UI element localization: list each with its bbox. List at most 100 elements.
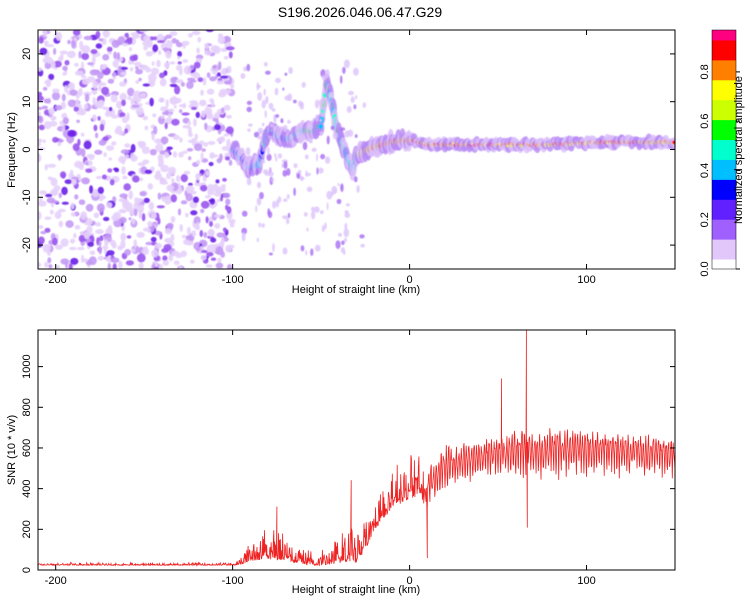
noise-spot [162,260,170,266]
noise-spot [230,84,235,89]
noise-spot [143,45,148,51]
scatter-spot [253,131,260,138]
colorbar-tick-label: 0.2 [699,212,711,227]
noise-spot [48,107,55,115]
noise-spot [58,192,62,199]
scatter-spot [282,215,289,220]
colorbar-cell [712,139,736,143]
scatter-spot [342,66,346,74]
noise-spot [213,214,222,218]
colorbar-cell [712,109,736,113]
noise-spot [159,72,165,79]
noise-spot [69,238,76,244]
noise-spot [100,64,107,70]
noise-spot [107,168,113,173]
noise-spot [215,179,220,184]
scatter-spot [266,153,272,161]
y-tick-label: 0 [21,146,33,152]
colorbar-cell [712,173,736,176]
noise-spot [171,118,180,126]
x-tick-label: -200 [45,274,67,286]
noise-spot [67,50,76,59]
noise-spot [177,61,182,65]
noise-spot [38,115,44,124]
noise-spot [67,83,74,89]
scatter-spot [315,114,319,122]
scatter-spot [343,228,350,238]
noise-spot [67,39,71,45]
noise-spot [149,149,157,156]
scatter-spot [268,102,274,110]
noise-spot [179,224,183,232]
scatter-spot [258,222,261,228]
noise-spot [38,236,45,245]
scatter-spot [287,119,291,124]
noise-spot [217,61,222,71]
colorbar-cell [712,30,736,33]
noise-spot [204,49,212,56]
colorbar-cell [712,129,736,133]
noise-spot [183,170,191,175]
noise-spot [223,80,232,85]
colorbar-cell [712,43,736,47]
colorbar-cell [712,257,736,260]
noise-spot [205,170,210,176]
scatter-spot [355,95,358,100]
noise-spot [166,146,173,150]
noise-spot [200,89,204,96]
noise-spot [131,248,136,253]
y-tick-label: 0 [21,567,33,573]
scatter-spot [341,240,345,246]
colorbar-cell [712,181,736,184]
noise-spot [71,40,77,49]
scatter-spot [320,153,326,160]
colorbar-cell [712,91,736,95]
noise-spot [55,244,63,250]
noise-spot [216,80,224,85]
noise-spot [62,65,68,71]
x-tick-label: -100 [222,274,244,286]
noise-spot [98,38,104,42]
scatter-spot [350,96,355,103]
noise-spot [197,36,202,43]
x-tick-label: 0 [407,575,413,587]
colorbar-tick-label: 0.6 [699,114,711,129]
snr-series [38,330,675,567]
noise-spot [164,227,173,235]
noise-spot [111,72,117,77]
noise-spot [96,203,105,212]
noise-spot [189,79,197,83]
noise-spot [61,93,66,102]
noise-spot [193,61,201,69]
noise-spot [38,200,47,207]
noise-spot [74,160,84,168]
noise-spot [216,199,221,203]
noise-spot [107,225,113,234]
noise-spot [157,192,162,200]
scatter-spot [245,147,251,156]
colorbar-cell [712,263,736,266]
scatter-spot [274,153,277,158]
noise-spot [43,98,51,104]
noise-spot [157,217,161,225]
noise-spot [178,104,187,108]
noise-spot [101,174,107,180]
noise-spot [141,146,150,154]
scatter-spot [348,90,354,96]
noise-spot [152,113,157,118]
scatter-spot [340,183,344,193]
colorbar-cell [712,237,736,240]
noise-spot [84,93,90,102]
noise-spot [38,111,41,117]
noise-spot [193,118,197,127]
scatter-spot [319,210,324,215]
scatter-spot [246,106,252,113]
scatter-spot [264,110,267,119]
noise-spot [128,190,134,200]
colorbar-cell [712,187,736,190]
noise-spot [68,263,73,269]
noise-spot [168,166,177,175]
scatter-spot [275,114,280,118]
noise-spot [110,257,120,264]
colorbar-cell [712,143,736,147]
